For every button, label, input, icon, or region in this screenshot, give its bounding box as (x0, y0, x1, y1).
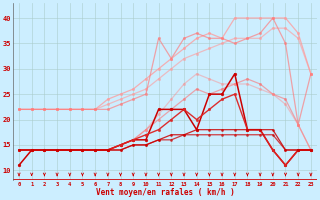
X-axis label: Vent moyen/en rafales ( km/h ): Vent moyen/en rafales ( km/h ) (96, 188, 234, 197)
